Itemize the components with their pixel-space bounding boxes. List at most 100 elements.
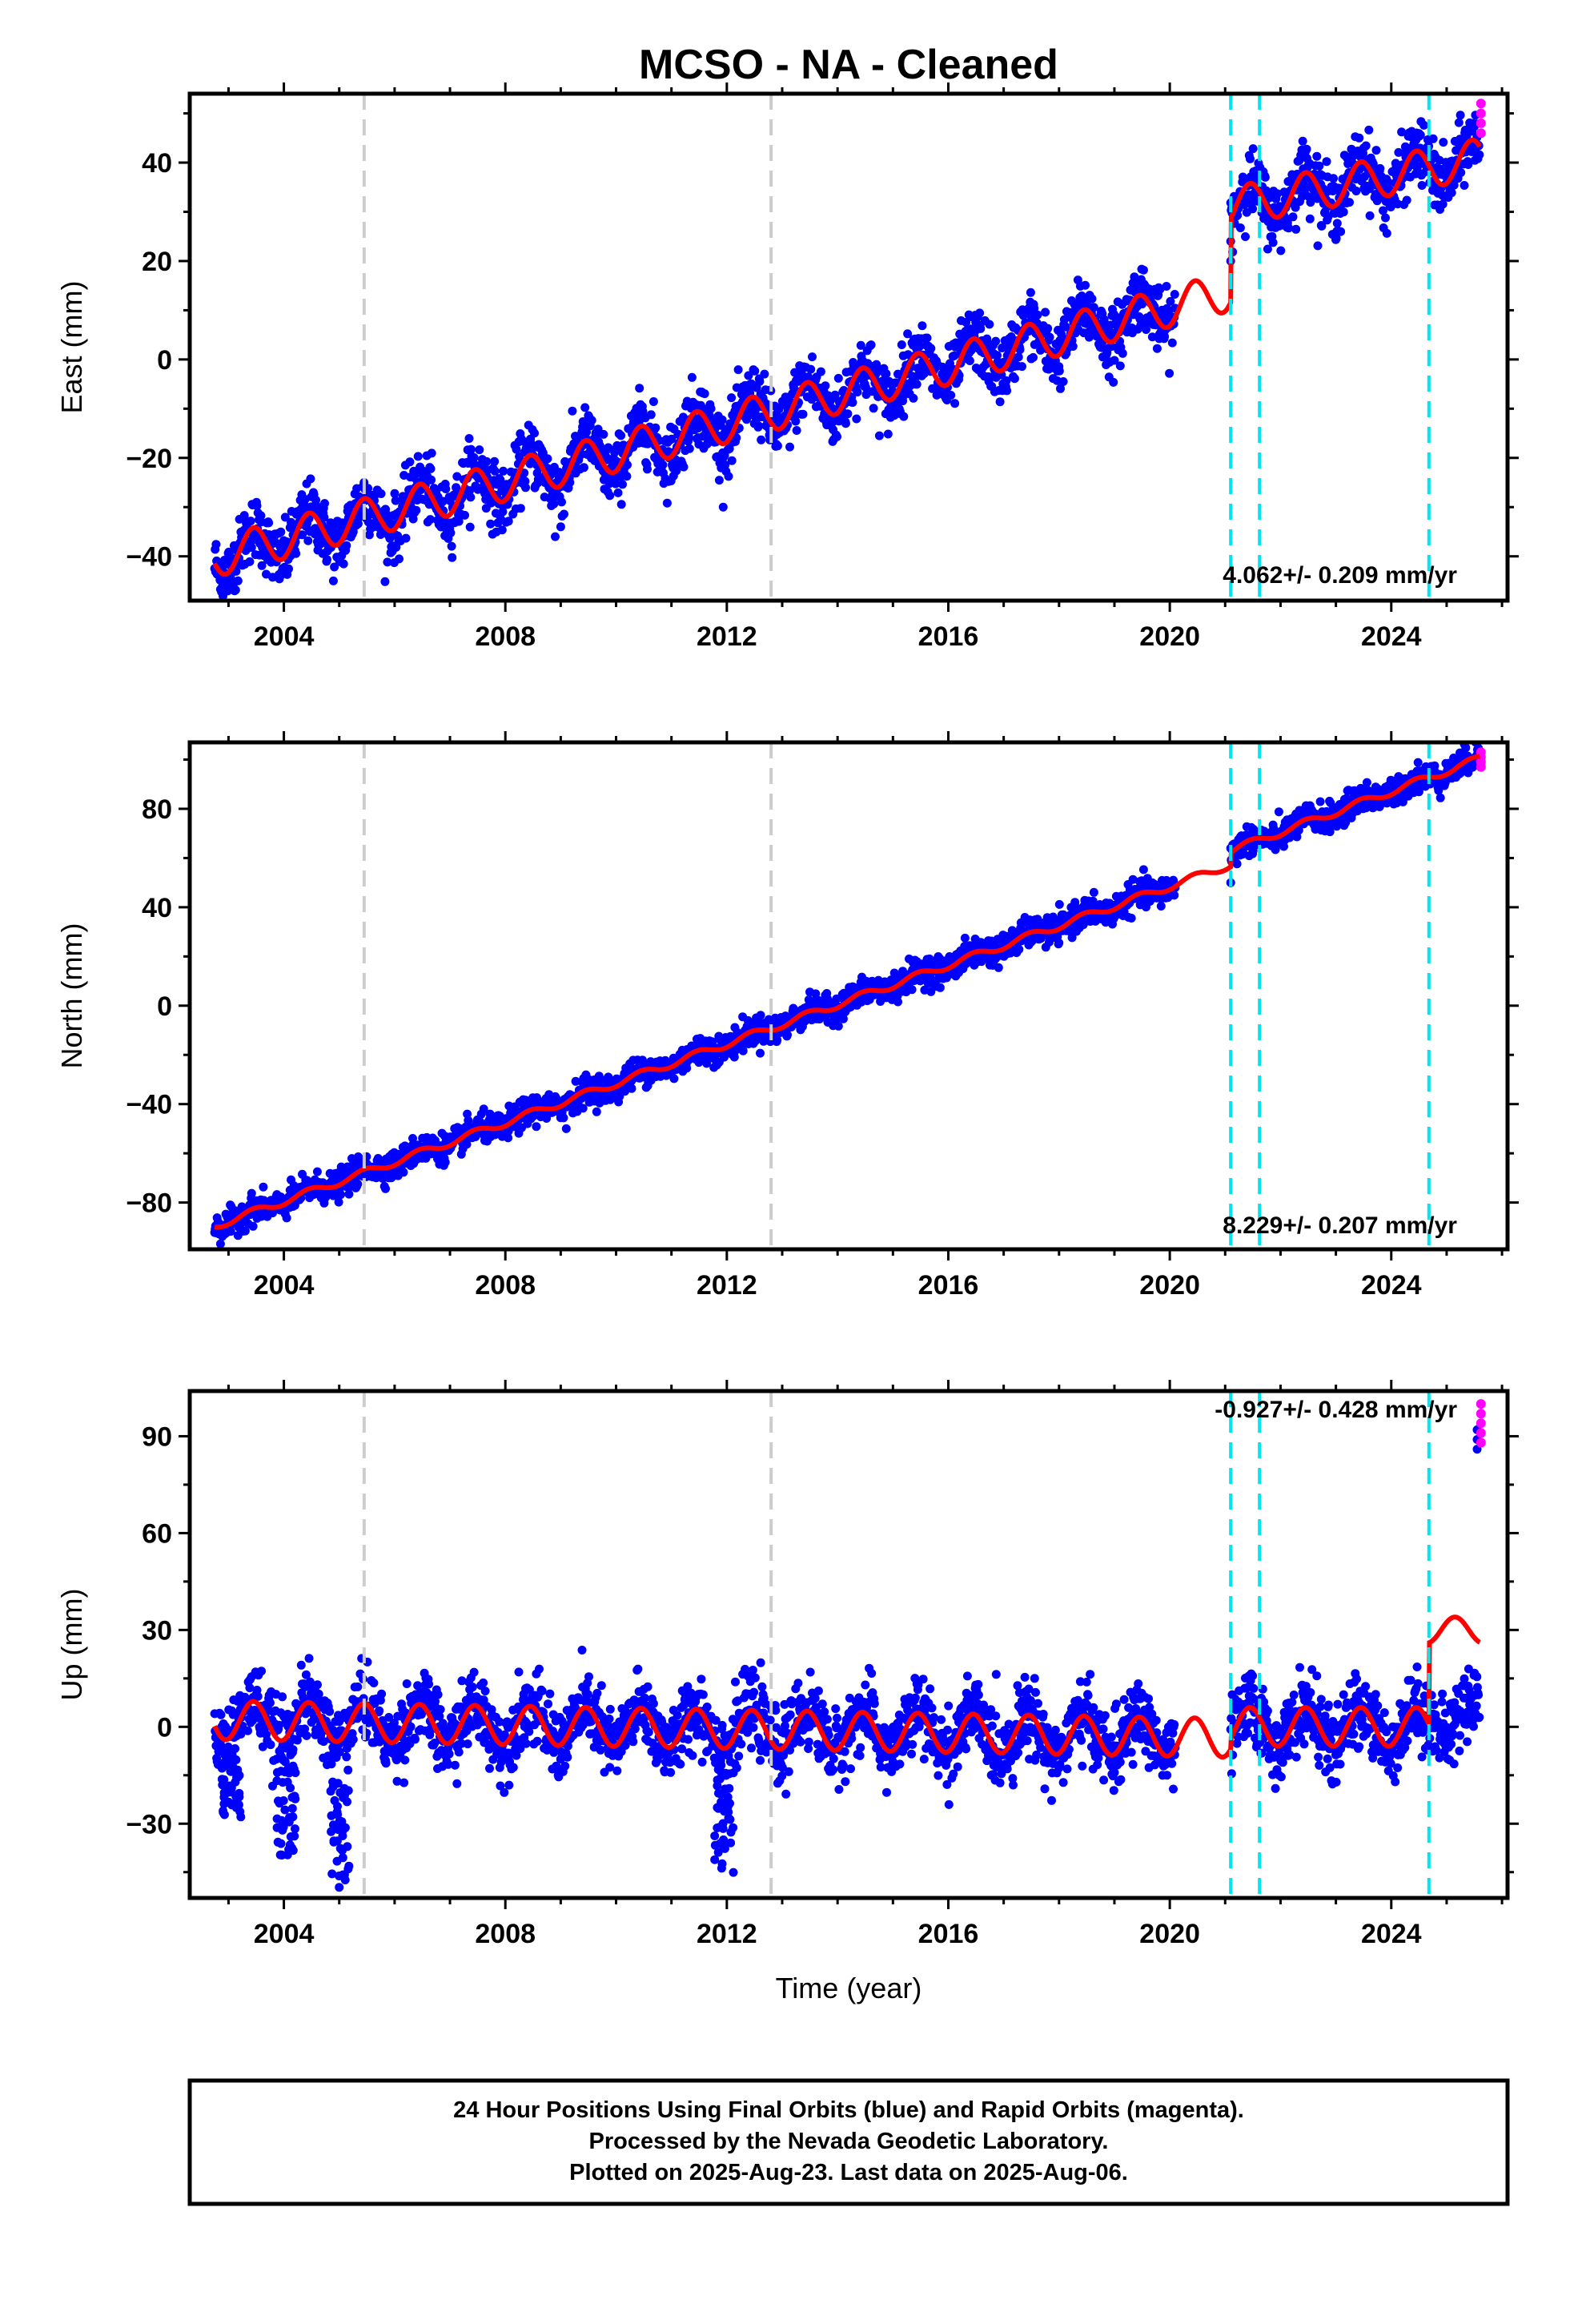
data-point-final <box>662 498 672 508</box>
data-point-final <box>1054 366 1064 376</box>
data-point-final <box>635 384 644 393</box>
data-point-final <box>245 557 255 566</box>
data-point-final <box>1068 342 1078 351</box>
data-point-final <box>312 1167 322 1176</box>
data-point-final <box>1393 199 1403 209</box>
data-point-final <box>604 479 614 489</box>
data-point-final <box>1362 778 1371 787</box>
data-point-final <box>744 371 753 380</box>
east-panel: 2004 2008 2012 2016 2020 2024−40−2002040East … <box>55 82 1519 652</box>
data-point-final <box>438 497 448 506</box>
data-point-final <box>479 1104 488 1114</box>
data-point-final <box>490 466 500 476</box>
data-point-final <box>903 329 913 339</box>
data-point-final <box>504 517 513 526</box>
data-point-final <box>616 431 626 440</box>
y-tick-label: 20 <box>142 247 172 277</box>
data-point-final <box>1288 212 1298 222</box>
data-point-final <box>401 533 411 543</box>
data-point-final <box>975 308 985 318</box>
data-point-final <box>874 431 884 440</box>
data-point-final <box>791 416 801 426</box>
data-point-final <box>440 1157 450 1167</box>
y-axis-label: East (mm) <box>55 281 88 414</box>
data-point-final <box>330 562 339 572</box>
data-point-final <box>260 548 270 557</box>
data-point-final <box>1428 134 1438 143</box>
data-point-final <box>1002 376 1011 385</box>
data-point-final <box>960 933 970 943</box>
data-point-final <box>1263 244 1272 254</box>
data-point-final <box>909 393 918 403</box>
data-point-final <box>460 510 469 520</box>
data-point-final <box>559 1113 568 1123</box>
data-point-final <box>1162 282 1171 291</box>
data-point-final <box>1138 265 1148 275</box>
data-point-final <box>881 369 891 379</box>
data-point-final <box>486 519 496 529</box>
data-point-final <box>1002 386 1012 396</box>
data-point-final <box>1419 120 1428 130</box>
data-point-final <box>1248 144 1258 154</box>
data-point-final <box>248 1221 258 1231</box>
data-point-final <box>833 373 843 383</box>
data-point-final <box>1447 188 1456 198</box>
data-point-final <box>1413 162 1423 171</box>
data-point-final <box>912 380 921 389</box>
data-point-final <box>399 1168 408 1177</box>
data-point-final <box>1030 304 1039 313</box>
data-point-final <box>926 344 936 353</box>
data-point-final <box>462 1140 472 1149</box>
data-point-final <box>915 341 925 351</box>
data-point-final <box>833 432 841 441</box>
data-point-final <box>1126 914 1136 923</box>
data-point-final <box>412 505 421 515</box>
data-point-final <box>685 433 694 442</box>
data-point-final <box>604 443 613 452</box>
data-point-final <box>1260 172 1270 182</box>
data-point-final <box>700 389 709 399</box>
data-point-rapid <box>1476 118 1486 128</box>
data-point-final <box>1029 352 1038 362</box>
data-point-final <box>1241 232 1250 241</box>
data-point-final <box>466 493 476 502</box>
data-point-final <box>568 406 577 416</box>
data-point-final <box>1417 181 1427 190</box>
data-point-final <box>1026 287 1035 297</box>
data-point-final <box>1413 758 1423 767</box>
data-point-final <box>1081 280 1090 290</box>
data-point-final <box>257 561 267 570</box>
data-point-final <box>721 460 730 469</box>
data-point-final <box>852 414 861 424</box>
data-point-final <box>1138 865 1148 875</box>
data-point-final <box>215 1239 225 1248</box>
data-point-final <box>504 1133 513 1143</box>
y-tick-label: −40 <box>126 542 172 573</box>
data-point-final <box>405 457 415 467</box>
data-point-final <box>319 513 329 522</box>
data-point-final <box>806 364 816 374</box>
data-point-final <box>646 410 656 420</box>
data-point-final <box>1355 133 1364 143</box>
data-point-final <box>1449 180 1459 190</box>
model-line <box>212 137 1482 577</box>
data-point-final <box>658 460 668 469</box>
data-point-final <box>599 429 608 439</box>
data-point-final <box>757 435 766 444</box>
data-point-final <box>549 499 559 509</box>
data-point-final <box>226 1227 235 1236</box>
data-point-final <box>1336 227 1346 236</box>
data-point-final <box>1381 213 1390 223</box>
data-point-final <box>742 415 751 424</box>
data-point-final <box>773 441 782 451</box>
data-point-final <box>259 1182 268 1192</box>
data-point-final <box>667 434 677 444</box>
data-point-final <box>291 549 301 558</box>
data-point-final <box>1014 352 1023 362</box>
data-point-final <box>543 454 552 464</box>
data-point-final <box>1315 161 1324 171</box>
data-point-final <box>1375 163 1385 173</box>
data-point-final <box>1276 246 1286 255</box>
data-point-final <box>1312 151 1322 161</box>
data-point-final <box>395 554 404 564</box>
